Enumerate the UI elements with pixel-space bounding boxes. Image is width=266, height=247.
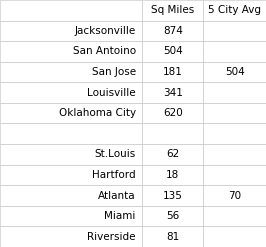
Text: 70: 70 (228, 190, 241, 201)
Text: 504: 504 (163, 46, 183, 57)
Bar (0, 185, 142, 206)
Bar (0, 144, 142, 165)
Text: Sq Miles: Sq Miles (151, 5, 194, 15)
Bar (0, 165, 142, 185)
Bar (203, 185, 266, 206)
Text: 341: 341 (163, 88, 183, 98)
Text: Jacksonville: Jacksonville (74, 26, 136, 36)
Bar (142, 0, 203, 21)
Bar (142, 124, 203, 144)
Text: 620: 620 (163, 108, 183, 118)
Text: San Antoino: San Antoino (73, 46, 136, 57)
Text: Louisville: Louisville (87, 88, 136, 98)
Text: 18: 18 (166, 170, 180, 180)
Bar (0, 124, 142, 144)
Bar (203, 0, 266, 21)
Text: 56: 56 (166, 211, 180, 221)
Text: San Jose: San Jose (92, 67, 136, 77)
Bar (142, 185, 203, 206)
Bar (142, 226, 203, 247)
Text: 62: 62 (166, 149, 180, 159)
Bar (203, 82, 266, 103)
Bar (203, 41, 266, 62)
Bar (0, 41, 142, 62)
Bar (142, 62, 203, 82)
Bar (142, 41, 203, 62)
Bar (203, 144, 266, 165)
Text: Miami: Miami (104, 211, 136, 221)
Bar (142, 82, 203, 103)
Bar (203, 62, 266, 82)
Text: 5 City Avg: 5 City Avg (208, 5, 261, 15)
Bar (0, 62, 142, 82)
Bar (0, 103, 142, 124)
Text: 504: 504 (225, 67, 245, 77)
Bar (0, 21, 142, 41)
Text: St.Louis: St.Louis (94, 149, 136, 159)
Bar (142, 144, 203, 165)
Text: Hartford: Hartford (92, 170, 136, 180)
Bar (203, 124, 266, 144)
Bar (203, 165, 266, 185)
Bar (203, 206, 266, 226)
Bar (0, 226, 142, 247)
Text: Oklahoma City: Oklahoma City (59, 108, 136, 118)
Text: 181: 181 (163, 67, 183, 77)
Bar (142, 21, 203, 41)
Text: 81: 81 (166, 232, 180, 242)
Text: Atlanta: Atlanta (98, 190, 136, 201)
Bar (203, 226, 266, 247)
Text: 874: 874 (163, 26, 183, 36)
Text: Riverside: Riverside (87, 232, 136, 242)
Bar (142, 103, 203, 124)
Bar (0, 0, 142, 21)
Bar (0, 82, 142, 103)
Bar (142, 206, 203, 226)
Bar (203, 21, 266, 41)
Bar (142, 165, 203, 185)
Text: 135: 135 (163, 190, 183, 201)
Bar (0, 206, 142, 226)
Bar (203, 103, 266, 124)
